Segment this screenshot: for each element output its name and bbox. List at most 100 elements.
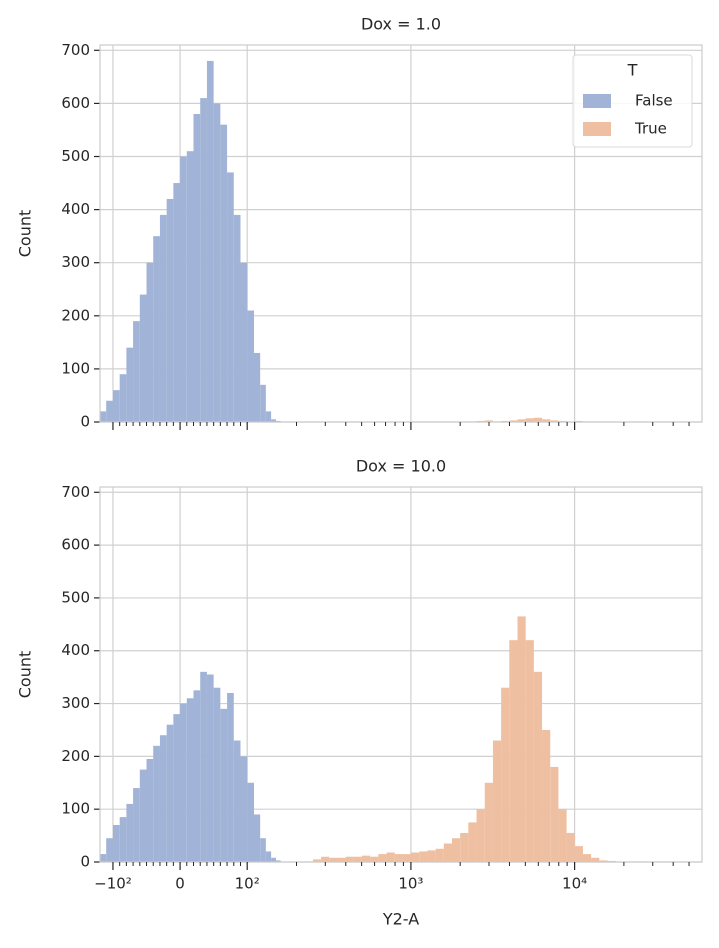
bar xyxy=(501,687,510,862)
y-tick-label: 0 xyxy=(80,413,90,431)
bar xyxy=(166,724,174,862)
bar xyxy=(146,759,154,862)
bar xyxy=(233,740,241,862)
bar xyxy=(443,843,453,862)
bar xyxy=(378,854,387,862)
bar xyxy=(591,857,600,862)
bar xyxy=(260,384,266,422)
bar xyxy=(517,419,526,422)
y-tick-label: 400 xyxy=(61,200,90,218)
bar xyxy=(139,769,147,862)
bar xyxy=(312,859,322,862)
bar xyxy=(133,788,140,862)
bar xyxy=(166,198,174,422)
bar xyxy=(247,310,254,422)
y-tick-label: 0 xyxy=(80,853,90,871)
bar xyxy=(112,825,120,862)
bar xyxy=(200,98,207,422)
bar xyxy=(186,151,194,422)
y-tick-label: 700 xyxy=(61,41,90,59)
bar xyxy=(253,352,261,422)
bar xyxy=(525,640,534,862)
bar xyxy=(468,822,477,862)
bar xyxy=(550,766,559,862)
bar xyxy=(386,852,395,862)
bar xyxy=(106,838,113,862)
bar xyxy=(106,400,113,422)
bar xyxy=(427,850,436,862)
bar xyxy=(133,321,140,422)
legend-label: False xyxy=(635,92,673,110)
y-axis-label: Count xyxy=(16,651,35,699)
bar xyxy=(126,803,134,862)
bar xyxy=(206,674,214,862)
bar xyxy=(484,420,493,422)
bar xyxy=(321,856,330,862)
y-tick-label: 300 xyxy=(61,253,90,271)
bar xyxy=(227,692,234,862)
bar xyxy=(173,183,181,422)
bar xyxy=(460,832,469,862)
y-tick-label: 600 xyxy=(61,536,90,554)
panel-title: Dox = 10.0 xyxy=(356,457,446,476)
bar xyxy=(253,814,261,862)
bar xyxy=(206,60,214,423)
bar xyxy=(582,854,592,862)
bar xyxy=(265,851,272,862)
bar xyxy=(476,809,485,862)
legend-label: True xyxy=(634,120,667,138)
bar xyxy=(574,846,583,862)
y-tick-label: 100 xyxy=(61,359,90,377)
y-axis-label: Count xyxy=(16,210,35,258)
bar xyxy=(180,156,187,422)
bar xyxy=(193,114,201,422)
bar xyxy=(353,856,362,862)
bar xyxy=(345,856,354,862)
bar xyxy=(337,857,346,862)
bar xyxy=(509,420,518,422)
bar xyxy=(517,616,526,862)
bar xyxy=(525,418,534,422)
bar xyxy=(186,698,194,862)
bar xyxy=(193,690,201,862)
bar xyxy=(276,860,281,862)
bar xyxy=(126,347,134,422)
bar xyxy=(159,735,167,862)
x-tick-label: 0 xyxy=(175,875,185,893)
bar xyxy=(566,832,575,862)
bar xyxy=(394,854,403,862)
bar xyxy=(599,860,608,862)
y-tick-label: 500 xyxy=(61,147,90,165)
bar xyxy=(159,214,167,422)
bar xyxy=(452,838,461,862)
bar xyxy=(419,851,428,862)
y-tick-label: 500 xyxy=(61,588,90,606)
y-tick-label: 400 xyxy=(61,641,90,659)
y-tick-label: 600 xyxy=(61,94,90,112)
bar xyxy=(220,708,228,862)
legend-swatch xyxy=(583,94,611,108)
bar xyxy=(533,417,543,422)
bar xyxy=(402,854,412,862)
y-tick-label: 300 xyxy=(61,694,90,712)
bar xyxy=(173,714,181,862)
bar xyxy=(329,857,338,862)
bar xyxy=(180,703,187,862)
bar xyxy=(271,857,277,862)
bar xyxy=(233,214,241,422)
bar xyxy=(550,420,559,422)
bar xyxy=(213,687,221,862)
bar xyxy=(119,817,127,862)
bar xyxy=(153,236,160,422)
bar xyxy=(100,411,107,422)
legend-swatch xyxy=(583,122,611,136)
bar xyxy=(509,640,518,862)
bar xyxy=(100,854,107,862)
bar xyxy=(247,782,254,862)
bar xyxy=(112,390,120,422)
plot-frame xyxy=(99,486,703,863)
bar xyxy=(558,809,567,862)
bar xyxy=(227,172,234,422)
bar xyxy=(411,852,420,862)
